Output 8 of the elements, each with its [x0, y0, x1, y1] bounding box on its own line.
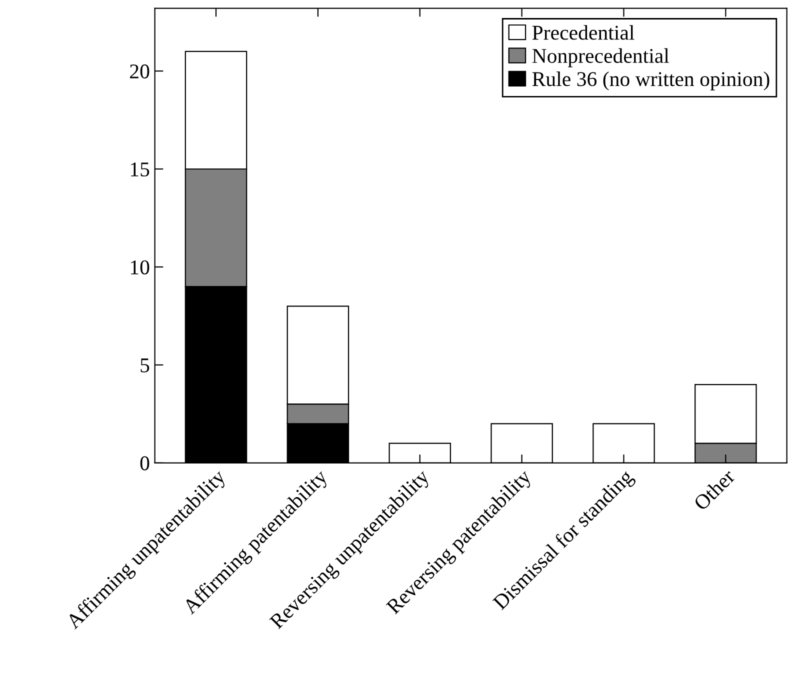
y-tick-label: 5: [140, 358, 150, 372]
legend-label: Precedential: [532, 25, 634, 40]
y-tick-label: 10: [130, 260, 150, 274]
legend-label: Rule 36 (no written opinion): [532, 71, 770, 90]
y-tick-label: 20: [130, 64, 150, 78]
y-tick-label: 0: [140, 456, 150, 470]
y-tick-label: 15: [130, 162, 150, 176]
legend-label: Nonprecedential: [532, 48, 670, 68]
